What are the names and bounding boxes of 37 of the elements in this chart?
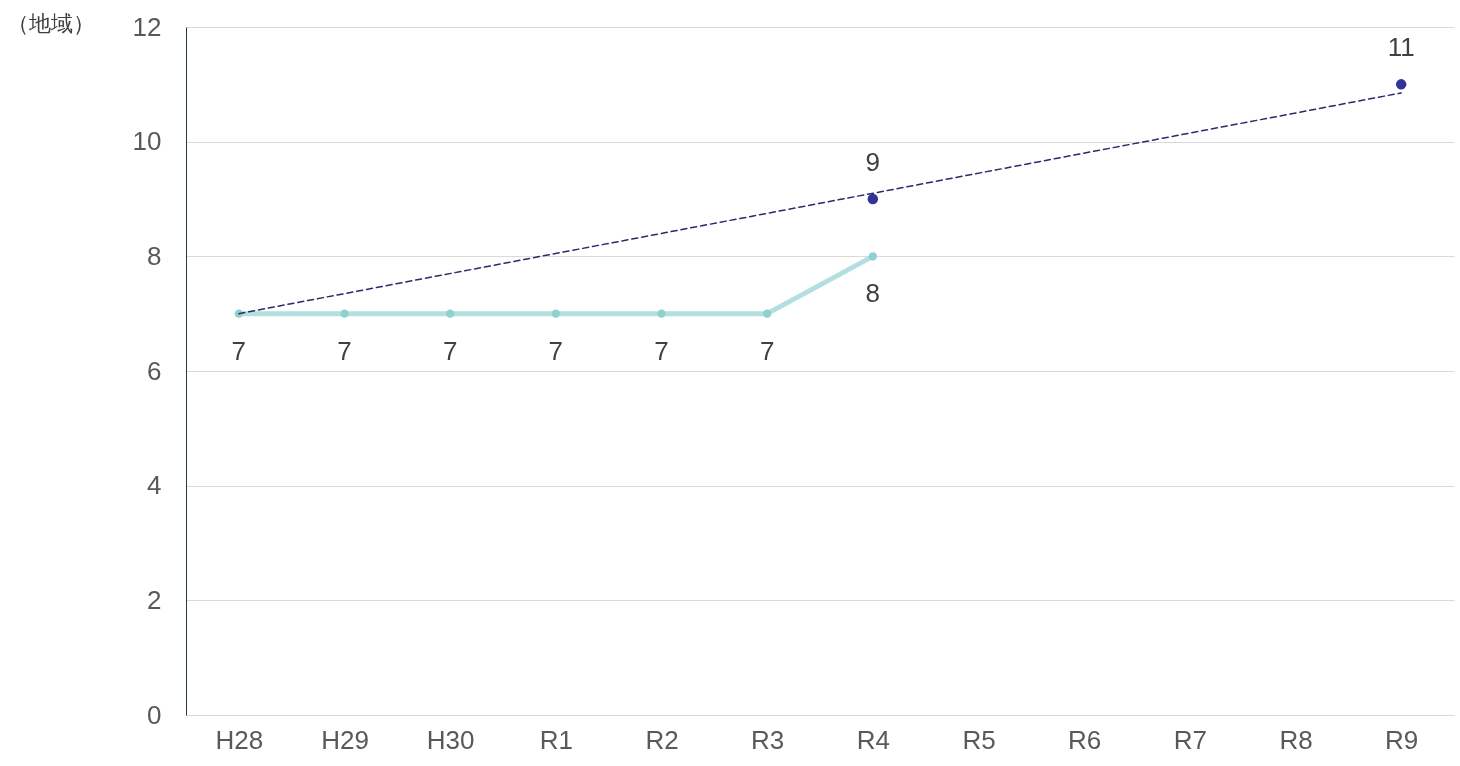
x-tick-label: H28: [215, 724, 264, 755]
point: [867, 193, 879, 205]
data-label: 7: [231, 335, 247, 366]
point: [1395, 79, 1407, 90]
y-tick-label: 4: [147, 470, 162, 501]
data-label: 7: [442, 335, 458, 366]
data-label: 7: [759, 335, 775, 366]
data-label: 9: [865, 147, 881, 177]
point: [551, 309, 561, 318]
x-tick-label: R3: [751, 724, 785, 755]
x-tick-label: R4: [856, 724, 890, 755]
point: [340, 309, 349, 318]
data-label: 11: [1387, 32, 1415, 63]
x-tick-label: R1: [539, 724, 573, 755]
y-tick-label: 6: [147, 355, 162, 386]
x-tick-label: R7: [1173, 724, 1207, 755]
point: [868, 252, 878, 261]
x-tick-label: R2: [645, 724, 679, 755]
y-tick-label: 12: [132, 11, 162, 42]
y-tick-label: 2: [147, 584, 162, 615]
x-tick-label: R8: [1279, 724, 1313, 755]
data-label: 8: [865, 278, 881, 309]
x-tick-label: R9: [1385, 724, 1419, 755]
x-tick-label: H30: [426, 724, 475, 755]
y-tick-label: 10: [132, 126, 162, 157]
y-tick-label: 0: [147, 699, 162, 730]
x-tick-label: R6: [1068, 724, 1102, 755]
y-tick-label: 8: [147, 240, 162, 271]
point: [762, 309, 772, 318]
point: [445, 309, 455, 318]
point: [657, 309, 666, 318]
x-tick-label: H29: [321, 724, 369, 755]
data-label: 7: [337, 335, 352, 366]
y-axis-title: （地域）: [6, 10, 95, 36]
x-tick-label: R5: [962, 724, 996, 755]
data-label: 7: [548, 335, 564, 366]
data-label: 7: [654, 335, 669, 366]
